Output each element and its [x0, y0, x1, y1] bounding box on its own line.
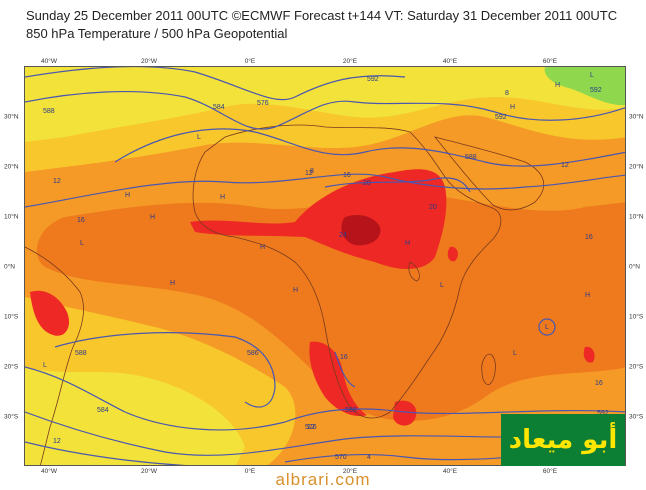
lon-label-top: 60°E: [542, 58, 558, 65]
contour-label-geopotential: 588: [345, 407, 357, 414]
contour-label-temperature: 8: [310, 168, 314, 175]
contour-label-geopotential: 584: [213, 104, 225, 111]
lat-label-left: 30°S: [4, 413, 19, 421]
contour-label-geopotential: 576: [305, 424, 317, 431]
south-america-coastline: [25, 246, 84, 465]
pressure-marker-high: H: [555, 82, 560, 89]
lon-label-bottom: 0°E: [244, 468, 256, 475]
pressure-marker-low: L: [545, 324, 549, 331]
temp-band-green: [544, 67, 625, 106]
arabia-coastline: [433, 136, 545, 211]
temp-hot-zone-south-east: [393, 400, 417, 426]
pressure-marker-low: L: [197, 134, 201, 141]
lake-victoria: [408, 261, 420, 282]
contour-label-temperature: 12: [53, 438, 61, 445]
contour-label-geopotential: 592: [367, 76, 379, 83]
madagascar-coastline: [481, 353, 496, 385]
contour-label-temperature: 16: [343, 172, 351, 179]
lon-label-top: 20°E: [342, 58, 358, 65]
geopotential-contours: [25, 67, 625, 465]
temp-hot-zone-south-america: [30, 290, 70, 336]
contour-label-geopotential: 588: [75, 350, 87, 357]
contour-label-temperature: 16: [595, 380, 603, 387]
pressure-marker-high: H: [170, 280, 175, 287]
pressure-marker-high: H: [150, 214, 155, 221]
temp-hot-spot-east: [447, 246, 458, 262]
pressure-marker-high: H: [585, 292, 590, 299]
lat-label-left: 20°S: [4, 363, 19, 371]
temp-hot-zone-central-africa: [190, 169, 447, 269]
contour-label-temperature: 20: [429, 204, 437, 211]
lon-label-bottom: 40°E: [442, 468, 458, 475]
contour-label-geopotential: 592: [590, 87, 602, 94]
lat-label-right: 20°S: [629, 363, 644, 371]
lon-label-bottom: 60°E: [542, 468, 558, 475]
lon-label-bottom: 20°W: [141, 468, 157, 475]
pressure-marker-high: H: [405, 240, 410, 247]
contour-label-geopotential: 576: [257, 100, 269, 107]
contour-label-temperature: 24: [339, 232, 347, 239]
temp-band-dark-orange: [36, 194, 625, 421]
weather-map: 588 584 576 592 592 592 588 588 586 584 …: [24, 66, 626, 466]
pressure-marker-low: L: [440, 282, 444, 289]
contour-label-temperature: 12: [561, 162, 569, 169]
pressure-marker-low: L: [590, 72, 594, 79]
contour-label-geopotential: 592: [495, 114, 507, 121]
contour-label-geopotential: 588: [43, 108, 55, 115]
map-canvas: 588 584 576 592 592 592 588 588 586 584 …: [25, 67, 625, 465]
contour-label-temperature: 16: [585, 234, 593, 241]
contour-label-geopotential: 584: [97, 407, 109, 414]
contour-label-temperature: 20: [363, 180, 371, 187]
contour-label-temperature: 8: [505, 90, 509, 97]
contour-label-temperature: 12: [53, 178, 61, 185]
pressure-marker-high: H: [260, 244, 265, 251]
contour-label-geopotential: 592: [597, 410, 609, 417]
contour-label-temperature: 4: [367, 454, 371, 461]
lat-label-left: 10°S: [4, 313, 19, 321]
lat-label-right: 10°N: [629, 213, 644, 221]
pressure-marker-low: L: [513, 350, 517, 357]
pressure-marker-high: H: [293, 287, 298, 294]
map-subtitle: 850 hPa Temperature / 500 hPa Geopotenti…: [26, 26, 288, 41]
lat-label-left: 30°N: [4, 113, 19, 121]
lat-label-left: 0°N: [4, 263, 15, 271]
pressure-marker-low: L: [80, 240, 84, 247]
contour-label-geopotential: 588: [465, 154, 477, 161]
contour-label-geopotential: 570: [335, 454, 347, 461]
lat-label-right: 0°N: [629, 263, 640, 271]
watermark-logo: أبو ميعاد: [501, 414, 625, 466]
lat-label-left: 20°N: [4, 163, 19, 171]
lon-label-bottom: 20°E: [342, 468, 358, 475]
lon-label-top: 40°W: [41, 58, 57, 65]
lon-label-top: 40°E: [442, 58, 458, 65]
contour-label-temperature: 16: [77, 217, 85, 224]
africa-coastline: [192, 124, 502, 419]
website-watermark: albrari.com: [275, 470, 371, 489]
lat-label-right: 30°S: [629, 413, 644, 421]
lat-label-right: 20°N: [629, 163, 644, 171]
temp-very-hot-core: [341, 215, 381, 246]
lon-label-bottom: 40°W: [41, 468, 57, 475]
lon-label-top: 20°W: [141, 58, 157, 65]
contour-label-temperature: 16: [340, 354, 348, 361]
temp-hot-zone-southern-africa: [309, 341, 367, 417]
pressure-marker-low: L: [43, 362, 47, 369]
contour-label-temperature: 12: [305, 170, 313, 177]
pressure-marker-high: H: [220, 194, 225, 201]
contour-label-geopotential: 586: [247, 350, 259, 357]
lat-label-right: 30°N: [629, 113, 644, 121]
lon-label-top: 0°E: [244, 58, 256, 65]
lat-label-right: 10°S: [629, 313, 644, 321]
lat-label-left: 10°N: [4, 213, 19, 221]
contour-label-temperature: 12: [307, 424, 315, 431]
temp-hot-spot-indian-ocean: [583, 346, 595, 363]
pressure-marker-high: H: [510, 104, 515, 111]
map-title: Sunday 25 December 2011 00UTC ©ECMWF For…: [26, 8, 618, 23]
pressure-marker-high: H: [125, 192, 130, 199]
